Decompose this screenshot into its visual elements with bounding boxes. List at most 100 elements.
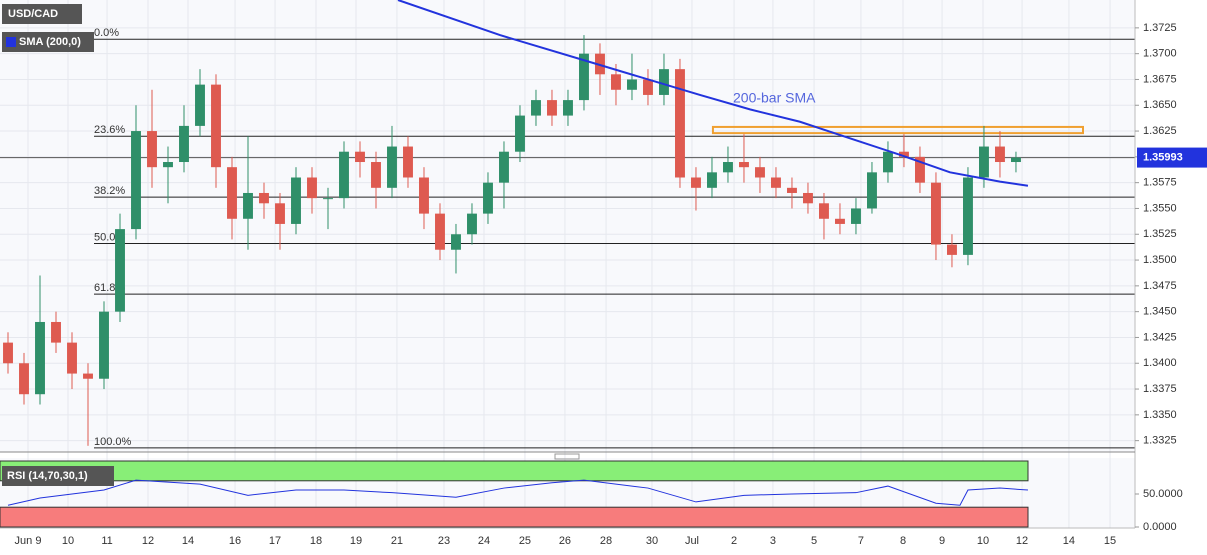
grid: [0, 0, 1135, 528]
x-tick-label: 12: [142, 535, 154, 547]
x-tick-label: 10: [62, 535, 74, 547]
candle-body: [307, 177, 317, 199]
candle-body: [211, 84, 221, 168]
candle-body: [803, 192, 813, 204]
symbol: USD/CAD: [8, 8, 58, 20]
y-tick-label: 1.3725: [1143, 22, 1177, 34]
candle-body: [275, 203, 285, 224]
x-tick-label: 24: [478, 535, 490, 547]
x-tick-label: 21: [391, 535, 403, 547]
candle-body: [67, 342, 77, 374]
candle-body: [387, 146, 397, 188]
y-tick-label: 1.3475: [1143, 280, 1177, 292]
candle-body: [867, 172, 877, 209]
y-tick-label: 1.3500: [1143, 254, 1177, 266]
candle-body: [755, 167, 765, 178]
rsi-label: RSI (14,70,30,1): [7, 470, 88, 482]
candle-body: [835, 218, 845, 224]
candle-body: [227, 167, 237, 219]
indicator-box: [2, 32, 94, 52]
candle-body: [99, 311, 109, 379]
fib-label: 100.0%: [94, 436, 132, 448]
oversold-band: [0, 506, 1029, 528]
fib-label: 23.6%: [94, 124, 125, 136]
candle-body: [339, 151, 349, 199]
candle-body: [883, 151, 893, 173]
fib-label: 38.2%: [94, 185, 125, 197]
candle-body: [483, 182, 493, 214]
candle-body: [947, 244, 957, 255]
sma-line: [397, 0, 1029, 187]
y-tick-label: 1.3525: [1143, 228, 1177, 240]
x-tick-label: 26: [559, 535, 571, 547]
y-tick-label: 1.3350: [1143, 409, 1177, 421]
y-tick-label: 1.3625: [1143, 125, 1177, 137]
y-tick-label: 50.0000: [1143, 488, 1183, 500]
y-tick-label: 1.3400: [1143, 357, 1177, 369]
resistance-zone: [711, 125, 1085, 135]
last-price-label: 1.35993: [1143, 151, 1183, 163]
x-tick-label: 15: [1104, 535, 1116, 547]
candle-body: [995, 146, 1005, 163]
candle-body: [467, 213, 477, 235]
candle-body: [659, 69, 669, 95]
candle-body: [675, 69, 685, 178]
y-tick-label: 1.3450: [1143, 306, 1177, 318]
x-tick-label: 17: [269, 535, 281, 547]
candle-body: [179, 125, 189, 163]
symbol-box: [2, 4, 82, 24]
candle-body: [131, 131, 141, 230]
x-tick-label: 9: [939, 535, 945, 547]
x-tick-label: 25: [519, 535, 531, 547]
candle-body: [643, 79, 653, 95]
candle-body: [627, 79, 637, 90]
candle-body: [147, 131, 157, 168]
candle-body: [771, 177, 781, 188]
annotation: 200-bar SMA: [733, 90, 816, 106]
x-tick-label: 14: [182, 535, 194, 547]
candle-body: [611, 74, 621, 90]
candle-body: [435, 213, 445, 250]
resize-handle[interactable]: [554, 453, 580, 460]
y-tick-label: 1.3700: [1143, 48, 1177, 60]
indicator-swatch: [6, 37, 16, 47]
price-panel: [0, 0, 1135, 452]
candle-body: [547, 100, 557, 116]
x-tick-label: 14: [1063, 535, 1075, 547]
candle-body: [851, 208, 861, 224]
candle-body: [403, 146, 413, 178]
x-tick-label: 7: [858, 535, 864, 547]
candle-body: [563, 100, 573, 116]
y-tick-label: 1.3375: [1143, 383, 1177, 395]
x-tick-label: 11: [101, 535, 112, 547]
candle-body: [1011, 157, 1021, 163]
x-tick-label: Jul: [685, 535, 699, 547]
candle-body: [915, 156, 925, 183]
x-tick-label: 19: [350, 535, 362, 547]
rsi-label-box: [2, 466, 114, 486]
x-tick-label: 28: [600, 535, 612, 547]
x-tick-label: 2: [731, 535, 737, 547]
candle-body: [579, 53, 589, 101]
candle-body: [419, 177, 429, 214]
candle-body: [499, 151, 509, 183]
candle-body: [3, 342, 13, 364]
indicator: SMA (200,0): [19, 36, 81, 48]
candle-body: [787, 187, 797, 193]
candle-body: [531, 100, 541, 116]
x-tick-label: 30: [646, 535, 658, 547]
candle-body: [707, 172, 717, 188]
candle-body: [371, 162, 381, 188]
x-tick-label: Jun 9: [15, 535, 42, 547]
x-tick-label: 12: [1016, 535, 1028, 547]
candle-body: [259, 192, 269, 204]
candle-body: [515, 115, 525, 152]
candle-body: [963, 177, 973, 255]
x-tick-label: 3: [770, 535, 776, 547]
x-tick-label: 23: [438, 535, 450, 547]
candle-body: [195, 84, 205, 126]
y-tick-label: 1.3325: [1143, 435, 1177, 447]
candle-body: [163, 162, 173, 168]
last-price-box: [1137, 147, 1207, 168]
